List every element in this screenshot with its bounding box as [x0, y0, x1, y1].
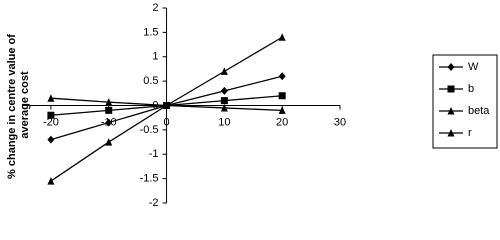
y-tick-label: -0.5 [140, 124, 159, 136]
x-tick-label: 20 [276, 116, 288, 128]
marker [220, 97, 228, 105]
marker [447, 129, 455, 137]
marker [278, 106, 286, 114]
marker [447, 85, 455, 93]
legend-label: b [468, 83, 474, 95]
marker [105, 98, 113, 106]
marker [278, 72, 286, 81]
x-tick-label: 30 [334, 116, 346, 128]
y-tick-label: -1.5 [140, 173, 159, 185]
marker [47, 111, 55, 119]
chart: % change in centre value of average cost… [6, 2, 498, 209]
marker [163, 101, 171, 109]
marker [105, 138, 113, 146]
legend-label: r [468, 127, 472, 139]
y-tick-label: -1 [149, 148, 159, 160]
marker [47, 135, 55, 144]
marker [220, 103, 228, 112]
marker [220, 86, 228, 95]
marker [105, 106, 113, 114]
y-axis-label-line: average cost [19, 71, 31, 139]
marker [447, 107, 455, 115]
y-axis-label-line: % change in centre value of [6, 34, 18, 179]
y-tick-label: 2 [152, 2, 158, 14]
marker [105, 118, 113, 127]
y-tick-label: 1 [152, 51, 158, 63]
y-tick-label: 0.5 [143, 75, 158, 87]
marker [47, 177, 55, 185]
x-tick-label: 10 [218, 116, 230, 128]
legend-box [432, 54, 498, 149]
x-tick-label: 0 [163, 116, 169, 128]
x-tick-label: -20 [43, 116, 59, 128]
marker [447, 63, 455, 71]
legend-label: beta [468, 105, 490, 117]
marker [278, 33, 286, 41]
y-axis-label: % change in centre value of average cost [6, 31, 31, 179]
y-tick-label: 1.5 [143, 26, 158, 38]
marker [220, 67, 228, 75]
y-tick-label: -2 [149, 197, 159, 209]
legend-label: W [468, 61, 479, 73]
marker [278, 92, 286, 100]
marker [47, 94, 55, 102]
